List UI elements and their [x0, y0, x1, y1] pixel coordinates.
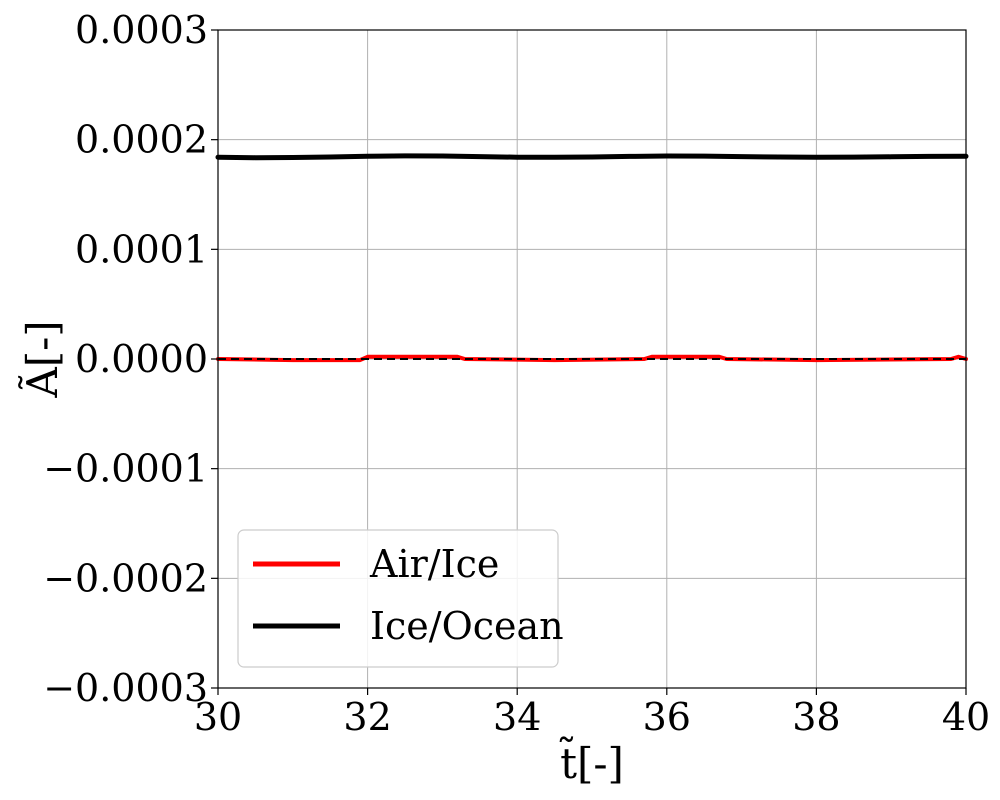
tick-layer: 30 32 34 36 38 40 −0.0003 −0.0002 −0.0001 0.0000 0…	[43, 8, 990, 739]
series-line-ice-ocean	[215, 153, 969, 161]
x-tick-label: 38	[792, 695, 840, 739]
y-tick-label: −0.0003	[43, 666, 208, 710]
y-tick-label: −0.0001	[43, 447, 208, 491]
legend-label-ice-ocean: Ice/Ocean	[370, 604, 564, 648]
x-tick-label: 36	[643, 695, 691, 739]
legend: Air/Ice Ice/Ocean	[237, 529, 564, 668]
y-tick-label: 0.0003	[75, 8, 208, 52]
x-tick-label: 34	[493, 695, 541, 739]
y-tick-label: −0.0002	[43, 556, 208, 600]
series-layer	[215, 153, 969, 363]
y-tick-label: 0.0002	[75, 118, 208, 162]
series-line-air-ice	[216, 354, 968, 363]
x-axis-label: t̃[-]	[559, 735, 624, 788]
y-tick-label: 0.0000	[75, 337, 208, 381]
y-tick-label: 0.0001	[75, 227, 208, 271]
x-tick-label: 30	[194, 695, 242, 739]
y-axis-label: Ã[-]	[17, 320, 67, 398]
x-tick-label: 32	[343, 695, 391, 739]
x-tick-label: 40	[942, 695, 990, 739]
legend-label-air-ice: Air/Ice	[369, 542, 499, 586]
